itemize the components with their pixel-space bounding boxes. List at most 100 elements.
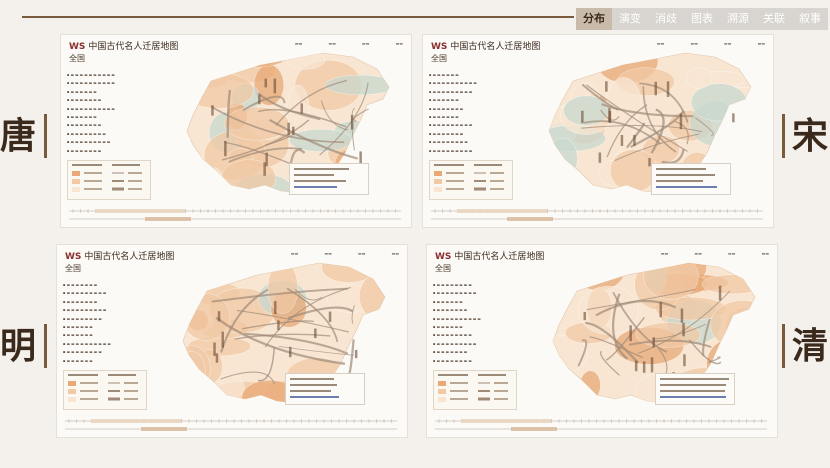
dynasty-bar-ming — [44, 324, 47, 368]
panel-nav-link[interactable]: ▬▬ — [694, 251, 702, 256]
panel-nav-link[interactable]: ▬▬ — [723, 41, 732, 46]
panel-nav-link[interactable]: ▬▬ — [727, 251, 736, 256]
list-item[interactable]: ▪ ▬ ▬ ▬ ▬ ▬ ▬ ▬ ▬ ▬ — [433, 291, 477, 296]
list-item[interactable]: ▪ ▬ ▬ ▬ ▬ ▬ ▬ ▬ — [63, 283, 98, 287]
tab-tracing[interactable]: 溯源 — [727, 12, 749, 25]
panel-nav-link[interactable]: ▬▬ — [656, 41, 665, 46]
map-legend — [433, 370, 517, 410]
panel-title: WS 中国古代名人迁居地图 — [65, 249, 174, 262]
list-item[interactable]: ▪ ▬ ▬ ▬ ▬ ▬ ▬ ▬ — [67, 98, 102, 103]
logo-icon: WS — [69, 42, 86, 52]
list-item[interactable]: ▪ ▬ ▬ ▬ ▬ ▬ ▬ — [67, 114, 97, 119]
timeline-slider[interactable] — [427, 205, 767, 223]
map-legend — [67, 160, 151, 200]
list-item[interactable]: ▪ ▬ ▬ ▬ ▬ ▬ ▬ ▬ ▬ ▬ — [433, 341, 477, 346]
map-panel-song: WS 中国古代名人迁居地图 ▬▬ ▬▬ ▬▬ ▬▬ 全国 ▪ ▬ ▬ ▬ ▬ ▬ ▬ ▪… — [422, 34, 774, 228]
map-panel-tang: WS 中国古代名人迁居地图 ▬▬ ▬▬ ▬▬ ▬▬ 全国 ▪ ▬ ▬ ▬ ▬ ▬ ▬ ▬… — [60, 34, 412, 228]
list-item[interactable]: ▪ ▬ ▬ ▬ ▬ ▬ ▬ ▬ — [429, 106, 464, 111]
timeline-slider[interactable] — [61, 415, 401, 433]
list-item[interactable]: ▪ ▬ ▬ ▬ ▬ ▬ ▬ ▬ ▬ ▬ ▬ — [67, 73, 115, 77]
map-panel-ming: WS 中国古代名人迁居地图 ▬▬ ▬▬ ▬▬ ▬▬ 全国 ▪ ▬ ▬ ▬ ▬ ▬ ▬ ▬… — [56, 244, 408, 438]
person-list: ▪ ▬ ▬ ▬ ▬ ▬ ▬ ▪ ▬ ▬ ▬ ▬ ▬ ▬ ▬ ▬ ▬ ▬ ▪ ▬ … — [429, 71, 537, 155]
logo-icon: WS — [435, 252, 452, 262]
list-item[interactable]: ▪ ▬ ▬ ▬ ▬ ▬ ▬ — [63, 324, 93, 329]
list-item[interactable]: ▪ ▬ ▬ ▬ ▬ ▬ ▬ ▬ — [63, 299, 98, 304]
scope-selector[interactable]: 全国 — [65, 264, 81, 273]
list-item[interactable]: ▪ ▬ ▬ ▬ ▬ ▬ ▬ ▬ ▬ ▬ ▬ — [67, 81, 115, 86]
panel-nav-link[interactable]: ▬▬ — [761, 251, 769, 256]
panel-nav-link[interactable]: ▬▬ — [391, 251, 399, 256]
dynasty-label-tang: 唐 — [0, 115, 37, 157]
list-item[interactable]: ▪ ▬ ▬ ▬ ▬ ▬ ▬ ▬ ▬ ▬ ▬ — [429, 81, 477, 86]
map-title: 中国古代名人迁居地图 — [88, 42, 179, 52]
china-map[interactable] — [61, 35, 411, 227]
list-item[interactable]: ▪ ▬ ▬ ▬ ▬ ▬ ▬ ▬ — [433, 308, 468, 313]
dynasty-label-song: 宋 — [792, 115, 829, 157]
scope-selector[interactable]: 全国 — [431, 54, 447, 63]
panel-nav: ▬▬ ▬▬ ▬▬ ▬▬ — [661, 251, 769, 256]
list-item[interactable]: ▪ ▬ ▬ ▬ ▬ ▬ ▬ — [433, 299, 463, 304]
dynasty-label-qing: 清 — [792, 325, 829, 367]
scope-selector[interactable]: 全国 — [435, 264, 451, 273]
dynasty-label-ming: 明 — [0, 325, 37, 367]
list-item[interactable]: ▪ ▬ ▬ ▬ ▬ ▬ ▬ ▬ ▬ ▬ — [63, 308, 107, 313]
list-item[interactable]: ▪ ▬ ▬ ▬ ▬ ▬ ▬ ▬ — [433, 350, 468, 355]
timeline-slider[interactable] — [431, 415, 771, 433]
list-item[interactable]: ▪ ▬ ▬ ▬ ▬ ▬ ▬ ▬ ▬ — [63, 350, 102, 355]
info-card — [655, 373, 735, 405]
panel-nav-link[interactable]: ▬▬ — [294, 41, 303, 46]
list-item[interactable]: ▪ ▬ ▬ ▬ ▬ ▬ ▬ ▬ ▬ ▬ ▬ — [433, 316, 481, 321]
list-item[interactable]: ▪ ▬ ▬ ▬ ▬ ▬ ▬ ▬ ▬ ▬ ▬ — [63, 341, 111, 346]
panel-nav-link[interactable]: ▬▬ — [660, 251, 669, 256]
list-item[interactable]: ▪ ▬ ▬ ▬ ▬ ▬ ▬ ▬ ▬ ▬ — [429, 89, 473, 94]
list-item[interactable]: ▪ ▬ ▬ ▬ ▬ ▬ ▬ ▬ — [67, 123, 102, 128]
list-item[interactable]: ▪ ▬ ▬ ▬ ▬ ▬ ▬ ▬ ▬ ▬ — [63, 291, 107, 296]
list-item[interactable]: ▪ ▬ ▬ ▬ ▬ ▬ ▬ ▬ ▬ — [433, 358, 472, 363]
china-map[interactable] — [427, 245, 777, 437]
list-item[interactable]: ▪ ▬ ▬ ▬ ▬ ▬ ▬ ▬ ▬ — [63, 316, 102, 321]
panel-nav-link[interactable]: ▬▬ — [357, 251, 366, 256]
list-item[interactable]: ▪ ▬ ▬ ▬ ▬ ▬ ▬ ▬ ▬ — [429, 140, 468, 145]
tab-relations[interactable]: 关联 — [763, 12, 785, 25]
list-item[interactable]: ▪ ▬ ▬ ▬ ▬ ▬ ▬ — [67, 89, 97, 94]
map-legend — [63, 370, 147, 410]
list-item[interactable]: ▪ ▬ ▬ ▬ ▬ ▬ ▬ ▬ ▬ ▬ — [429, 148, 473, 153]
map-panel-qing: WS 中国古代名人迁居地图 ▬▬ ▬▬ ▬▬ ▬▬ 全国 ▪ ▬ ▬ ▬ ▬ ▬ ▬ ▬… — [426, 244, 778, 438]
map-svg — [548, 52, 752, 194]
panel-nav-link[interactable]: ▬▬ — [690, 41, 698, 46]
panel-nav: ▬▬ ▬▬ ▬▬ ▬▬ — [291, 251, 399, 256]
list-item[interactable]: ▪ ▬ ▬ ▬ ▬ ▬ ▬ — [429, 98, 459, 103]
tab-narrative[interactable]: 叙事 — [799, 12, 821, 25]
panel-nav: ▬▬ ▬▬ ▬▬ ▬▬ — [295, 41, 403, 46]
list-item[interactable]: ▪ ▬ ▬ ▬ ▬ ▬ ▬ ▬ ▬ — [433, 283, 472, 287]
dynasty-bar-qing — [782, 324, 785, 368]
list-item[interactable]: ▪ ▬ ▬ ▬ ▬ ▬ ▬ — [433, 324, 463, 329]
scope-selector[interactable]: 全国 — [69, 54, 85, 63]
list-item[interactable]: ▪ ▬ ▬ ▬ ▬ ▬ ▬ ▬ ▬ ▬ ▬ — [67, 106, 115, 111]
view-tab-bar: 分布 演变 消歧 图表 溯源 关联 叙事 — [576, 8, 828, 30]
list-item[interactable]: ▪ ▬ ▬ ▬ ▬ ▬ ▬ — [429, 73, 459, 77]
list-item[interactable]: ▪ ▬ ▬ ▬ ▬ ▬ ▬ ▬ ▬ ▬ — [429, 123, 473, 128]
china-map[interactable] — [57, 245, 407, 437]
panel-nav-link[interactable]: ▬▬ — [324, 251, 332, 256]
list-item[interactable]: ▪ ▬ ▬ ▬ ▬ ▬ ▬ ▬ ▬ — [433, 333, 472, 338]
tab-distribution[interactable]: 分布 — [576, 8, 612, 30]
tab-evolution[interactable]: 演变 — [619, 12, 641, 25]
list-item[interactable]: ▪ ▬ ▬ ▬ ▬ ▬ ▬ ▬ ▬ — [67, 131, 106, 136]
china-map[interactable] — [423, 35, 773, 227]
panel-nav-link[interactable]: ▬▬ — [757, 41, 765, 46]
tab-charts[interactable]: 图表 — [691, 12, 713, 25]
list-item[interactable]: ▪ ▬ ▬ ▬ ▬ ▬ ▬ ▬ — [429, 131, 464, 136]
list-item[interactable]: ▪ ▬ ▬ ▬ ▬ ▬ ▬ ▬ — [67, 148, 102, 153]
panel-nav-link[interactable]: ▬▬ — [328, 41, 336, 46]
map-svg — [186, 52, 390, 194]
panel-nav-link[interactable]: ▬▬ — [395, 41, 403, 46]
panel-nav-link[interactable]: ▬▬ — [361, 41, 370, 46]
list-item[interactable]: ▪ ▬ ▬ ▬ ▬ ▬ ▬ — [429, 114, 459, 119]
list-item[interactable]: ▪ ▬ ▬ ▬ ▬ ▬ ▬ ▬ ▬ ▬ — [67, 140, 111, 145]
panel-nav-link[interactable]: ▬▬ — [290, 251, 299, 256]
list-item[interactable]: ▪ ▬ ▬ ▬ ▬ ▬ ▬ — [63, 358, 93, 363]
tab-disambiguation[interactable]: 消歧 — [655, 12, 677, 25]
list-item[interactable]: ▪ ▬ ▬ ▬ ▬ ▬ ▬ — [63, 333, 93, 338]
timeline-slider[interactable] — [65, 205, 405, 223]
